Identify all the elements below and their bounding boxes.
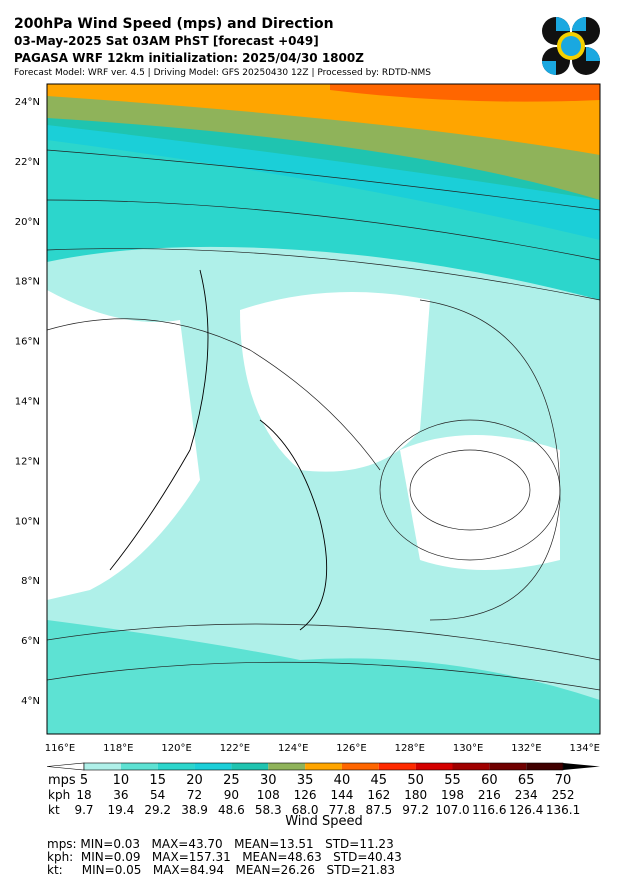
unit-label: kt <box>48 803 60 817</box>
map-frame <box>46 83 601 735</box>
colorbar-extend <box>563 763 600 770</box>
colorbar-tick-label: 48.6 <box>218 803 245 817</box>
colorbar-tick-label: 15 <box>149 773 166 788</box>
lat-label: 16°N <box>15 337 40 348</box>
colorbar-tick-label: 30 <box>260 773 277 788</box>
colorbar-tick-label: 162 <box>367 788 390 802</box>
colorbar-tick-label: 87.5 <box>365 803 392 817</box>
colorbar-segment <box>194 763 232 770</box>
stats: kph: MIN=0.09 MAX=157.31 MEAN=48.63 STD=… <box>47 850 402 864</box>
colorbar-tick-label: 198 <box>441 788 464 802</box>
lat-label: 20°N <box>15 217 40 228</box>
colorbar-tick-label: 108 <box>257 788 280 802</box>
lon-label: 118°E <box>103 743 133 754</box>
colorbar-segment <box>341 763 379 770</box>
colorbar-tick-label: 54 <box>150 788 165 802</box>
colorbar-tick-label: 18 <box>76 788 91 802</box>
colorbar-tick-label: 36 <box>113 788 128 802</box>
colorbar-tick-label: 19.4 <box>107 803 134 817</box>
colorbar-tick-label: 97.2 <box>402 803 429 817</box>
colorbar-tick-label: 70 <box>555 773 572 788</box>
colorbar-segment <box>489 763 527 770</box>
lon-label: 126°E <box>336 743 366 754</box>
lat-label: 18°N <box>15 277 40 288</box>
colorbar-segment <box>84 763 121 770</box>
colorbar-tick-label: 107.0 <box>435 803 469 817</box>
colorbar-tick-label: 126 <box>294 788 317 802</box>
colorbar-segment <box>526 763 564 770</box>
colorbar-segment <box>305 763 342 770</box>
colorbar-tick-label: 126.4 <box>509 803 543 817</box>
lat-label: 22°N <box>15 157 40 168</box>
colorbar-tick-label: 20 <box>186 773 203 788</box>
lon-label: 124°E <box>278 743 308 754</box>
colorbar-tick-label: 60 <box>481 773 498 788</box>
colorbar-tick-label: 72 <box>187 788 202 802</box>
colorbar-tick-label: 216 <box>478 788 501 802</box>
lat-label: 12°N <box>15 456 40 467</box>
colorbar-tick-label: 29.2 <box>144 803 171 817</box>
colorbar-tick-label: 136.1 <box>546 803 580 817</box>
unit-label: mps <box>48 773 76 788</box>
colorbar-tick-label: 90 <box>224 788 239 802</box>
colorbar-tick-label: 144 <box>330 788 353 802</box>
colorbar-tick-label: 9.7 <box>74 803 93 817</box>
lat-label: 8°N <box>21 576 40 587</box>
stats: mps: MIN=0.03 MAX=43.70 MEAN=13.51 STD=1… <box>47 837 394 851</box>
colorbar-tick-label: 50 <box>407 773 424 788</box>
colorbar-tick-label: 40 <box>334 773 351 788</box>
colorbar-tick-label: 38.9 <box>181 803 208 817</box>
lat-label: 4°N <box>21 696 40 707</box>
colorbar-segment <box>415 763 453 770</box>
colorbar-tick-label: 180 <box>404 788 427 802</box>
colorbar-tick-label: 58.3 <box>255 803 282 817</box>
lon-label: 132°E <box>511 743 541 754</box>
subtitle: 03-May-2025 Sat 03AM PhST [forecast +049… <box>14 34 319 48</box>
colorbar-tick-label: 55 <box>444 773 461 788</box>
colorbar-tick-label: 5 <box>80 773 88 788</box>
colorbar: mps 5 10 15 20 25 30 35 40 45 50 55 60 65 70 kph 18 36 54 7… <box>46 762 600 817</box>
lat-label: 10°N <box>15 516 40 527</box>
lat-label: 14°N <box>15 397 40 408</box>
lon-label: 122°E <box>220 743 250 754</box>
colorbar-segment <box>231 763 269 770</box>
map <box>47 84 600 734</box>
colorbar-segment <box>157 763 195 770</box>
subtitle: PAGASA WRF 12km initialization: 2025/04/… <box>14 51 364 65</box>
colorbar-tick-label: 68.0 <box>292 803 319 817</box>
lat-label: 6°N <box>21 636 40 647</box>
lon-label: 116°E <box>45 743 75 754</box>
lon-label: 120°E <box>161 743 191 754</box>
colorbar-tick-label: 35 <box>297 773 314 788</box>
unit-label: kph <box>48 788 70 802</box>
logo <box>542 17 600 75</box>
model-info: Forecast Model: WRF ver. 4.5 | Driving M… <box>14 68 431 78</box>
title: 200hPa Wind Speed (mps) and Direction <box>14 16 334 32</box>
lon-label: 130°E <box>453 743 483 754</box>
colorbar-extend <box>46 762 85 771</box>
lon-label: 128°E <box>395 743 425 754</box>
colorbar-tick-label: 234 <box>515 788 538 802</box>
colorbar-tick-label: 65 <box>518 773 535 788</box>
stats: kt: MIN=0.05 MAX=84.94 MEAN=26.26 STD=21… <box>47 863 395 877</box>
colorbar-segment <box>120 763 158 770</box>
colorbar-tick-label: 10 <box>113 773 130 788</box>
colorbar-segment <box>378 763 416 770</box>
colorbar-title: Wind Speed <box>285 814 363 829</box>
colorbar-tick-label: 45 <box>371 773 388 788</box>
colorbar-tick-label: 77.8 <box>329 803 356 817</box>
colorbar-frame <box>83 762 564 771</box>
lat-label: 24°N <box>15 97 40 108</box>
colorbar-tick-label: 116.6 <box>472 803 506 817</box>
lon-label: 134°E <box>569 743 599 754</box>
colorbar-segment <box>268 763 306 770</box>
colorbar-tick-label: 252 <box>552 788 575 802</box>
colorbar-segment <box>452 763 490 770</box>
colorbar-tick-label: 25 <box>223 773 240 788</box>
